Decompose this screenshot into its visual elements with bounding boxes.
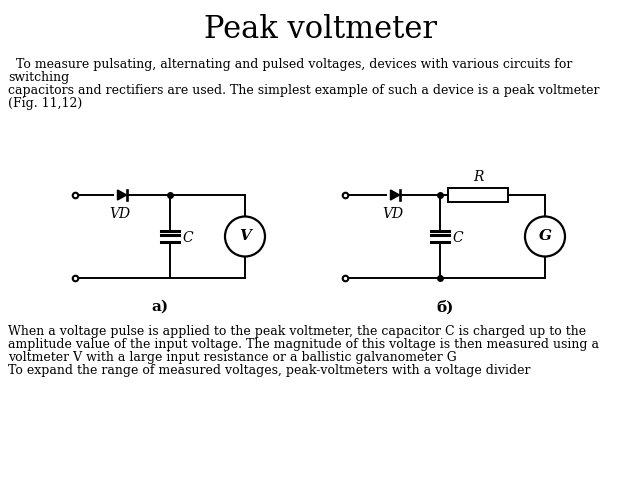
Text: Peak voltmeter: Peak voltmeter <box>204 14 436 46</box>
Polygon shape <box>118 190 127 200</box>
Text: When a voltage pulse is applied to the peak voltmeter, the capacitor C is charge: When a voltage pulse is applied to the p… <box>8 325 586 338</box>
Text: VD: VD <box>109 207 131 221</box>
Text: R: R <box>473 170 483 184</box>
Text: VD: VD <box>383 207 404 221</box>
Text: capacitors and rectifiers are used. The simplest example of such a device is a p: capacitors and rectifiers are used. The … <box>8 84 600 97</box>
Text: switching: switching <box>8 71 69 84</box>
Text: C: C <box>182 231 193 245</box>
Circle shape <box>225 216 265 256</box>
Text: G: G <box>538 229 552 243</box>
Circle shape <box>525 216 565 256</box>
Text: To measure pulsating, alternating and pulsed voltages, devices with various circ: To measure pulsating, alternating and pu… <box>8 58 572 71</box>
Bar <box>448 188 508 202</box>
Text: б): б) <box>436 300 454 314</box>
Text: V: V <box>239 229 251 243</box>
Text: (Fig. 11,12): (Fig. 11,12) <box>8 97 83 110</box>
Text: C: C <box>452 231 463 245</box>
Text: To expand the range of measured voltages, peak-voltmeters with a voltage divider: To expand the range of measured voltages… <box>8 364 531 377</box>
Text: voltmeter V with a large input resistance or a ballistic galvanometer G: voltmeter V with a large input resistanc… <box>8 351 457 364</box>
Text: amplitude value of the input voltage. The magnitude of this voltage is then meas: amplitude value of the input voltage. Th… <box>8 338 599 351</box>
Polygon shape <box>390 190 399 200</box>
Text: a): a) <box>152 300 168 314</box>
